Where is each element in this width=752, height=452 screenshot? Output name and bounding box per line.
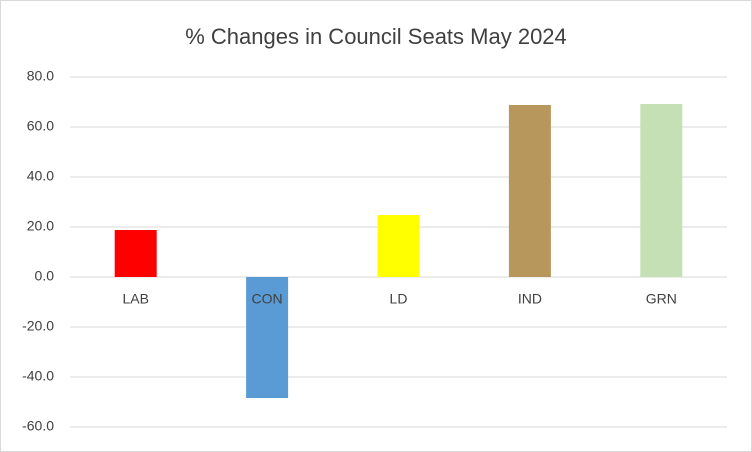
y-tick-label: 80.0 (27, 68, 54, 84)
bar (508, 105, 551, 277)
bar (640, 104, 683, 277)
y-tick-label: -40.0 (22, 368, 54, 384)
bar (114, 230, 157, 277)
bar (246, 277, 289, 398)
x-tick-label: CON (252, 291, 283, 307)
bar (377, 215, 420, 277)
y-tick-label: 0.0 (35, 268, 55, 284)
y-tick-label: 40.0 (27, 168, 54, 184)
x-tick-label: IND (518, 291, 542, 307)
y-tick-label: -60.0 (22, 418, 54, 434)
chart-title: % Changes in Council Seats May 2024 (185, 24, 567, 49)
y-tick-label: -20.0 (22, 318, 54, 334)
y-tick-label: 60.0 (27, 118, 54, 134)
x-tick-label: LD (390, 291, 408, 307)
y-tick-label: 20.0 (27, 218, 54, 234)
x-tick-label: GRN (646, 291, 677, 307)
x-tick-label: LAB (122, 291, 148, 307)
